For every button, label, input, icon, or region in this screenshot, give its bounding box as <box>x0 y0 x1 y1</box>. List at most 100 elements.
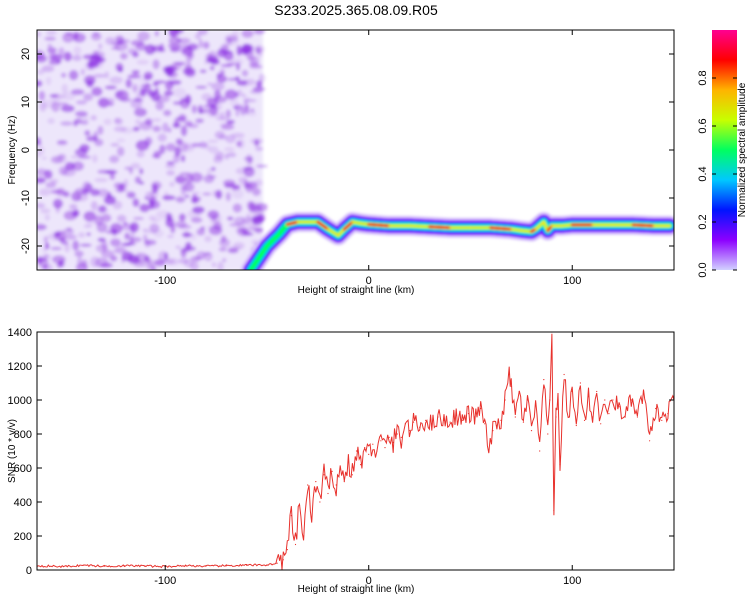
noise-blob <box>179 172 193 176</box>
snr-data-point <box>612 399 614 401</box>
snr-data-point <box>335 484 337 486</box>
snr-data-point <box>555 416 557 418</box>
noise-blob <box>124 232 130 240</box>
noise-blob <box>144 195 149 200</box>
noise-blob <box>232 203 242 213</box>
snr-data-point <box>600 423 602 425</box>
noise-blob <box>54 156 68 163</box>
noise-blob <box>44 169 53 180</box>
noise-blob <box>55 204 61 214</box>
noise-blob <box>152 82 160 87</box>
noise-blob <box>211 82 225 91</box>
ridge-core-segment <box>351 220 362 225</box>
noise-blob <box>227 77 240 81</box>
noise-blob <box>202 41 210 50</box>
spectrogram-y-tick-label: -10 <box>20 190 32 206</box>
noise-blob <box>190 217 203 224</box>
noise-blob <box>157 133 167 142</box>
noise-blob <box>79 243 92 247</box>
snr-data-point <box>282 559 284 561</box>
noise-blob <box>53 230 66 241</box>
noise-blob <box>172 87 187 98</box>
snr-data-point <box>474 416 476 418</box>
ridge-core-segment <box>408 224 431 228</box>
snr-data-point <box>319 501 321 503</box>
noise-blob <box>129 167 133 175</box>
noise-blob <box>241 30 254 38</box>
noise-blob <box>63 51 72 62</box>
snr-data-point <box>311 518 313 520</box>
noise-blob <box>146 260 154 270</box>
ridge-core-segment <box>489 226 513 231</box>
spectrogram-y-tick-label: 10 <box>20 96 32 108</box>
noise-blob <box>73 120 78 127</box>
noise-blob <box>100 262 113 269</box>
noise-blob <box>68 70 79 81</box>
noise-blob <box>37 176 46 184</box>
noise-blob <box>248 110 257 117</box>
snr-data-point <box>103 565 105 567</box>
noise-blob <box>174 221 187 228</box>
snr-data-point <box>246 564 248 566</box>
snr-data-point <box>392 441 394 444</box>
noise-blob <box>203 60 209 65</box>
noise-blob <box>229 222 241 227</box>
snr-data-point <box>396 433 398 435</box>
noise-blob <box>114 41 128 52</box>
noise-blob <box>164 252 169 261</box>
colorbar-tick-label: 0.2 <box>697 214 709 229</box>
noise-blob <box>86 232 91 236</box>
ridge-core-segment <box>342 220 354 231</box>
noise-blob <box>202 252 212 256</box>
noise-blob <box>144 44 156 55</box>
noise-blob <box>226 119 236 125</box>
snr-data-point <box>492 430 494 432</box>
noise-blob <box>222 258 227 263</box>
noise-blob <box>122 221 128 226</box>
noise-blob <box>156 95 171 103</box>
noise-blob <box>48 59 61 66</box>
snr-data-point <box>624 416 626 418</box>
noise-blob <box>166 258 180 266</box>
noise-blob <box>123 178 129 188</box>
noise-blob <box>242 166 253 171</box>
snr-data-point <box>315 481 317 483</box>
noise-blob <box>43 236 48 244</box>
noise-blob <box>83 211 97 222</box>
noise-blob <box>62 32 74 43</box>
noise-blob <box>109 76 123 84</box>
noise-blob <box>162 122 169 133</box>
snr-y-tick-label: 200 <box>14 531 32 543</box>
snr-data-point <box>553 509 555 512</box>
noise-blob <box>242 232 254 236</box>
noise-blob <box>143 239 157 246</box>
noise-blob <box>166 170 176 176</box>
noise-blob <box>250 108 255 113</box>
colorbar-tick-label: 0.8 <box>697 70 709 85</box>
noise-blob <box>136 150 145 158</box>
noise-blob <box>192 191 201 195</box>
noise-blob <box>159 43 165 52</box>
snr-data-point <box>144 565 146 567</box>
ridge-core-segment <box>520 229 533 233</box>
noise-blob <box>225 109 232 119</box>
noise-blob <box>60 104 75 113</box>
noise-blob <box>61 72 67 78</box>
noise-blob <box>37 69 45 75</box>
snr-data-point <box>526 399 529 401</box>
noise-blob <box>254 227 264 234</box>
noise-blob <box>229 98 239 107</box>
noise-blob <box>143 75 152 81</box>
noise-blob <box>108 102 114 107</box>
snr-data-point <box>480 407 482 410</box>
noise-blob <box>87 61 99 69</box>
noise-blob <box>103 118 112 126</box>
snr-data-point <box>559 464 561 466</box>
noise-blob <box>152 118 162 122</box>
colorbar-label: Normalized spectral amplitude <box>737 82 748 217</box>
noise-blob <box>91 51 105 59</box>
noise-blob <box>178 213 186 222</box>
snr-data-point <box>557 399 559 401</box>
snr-data-point <box>303 535 305 537</box>
